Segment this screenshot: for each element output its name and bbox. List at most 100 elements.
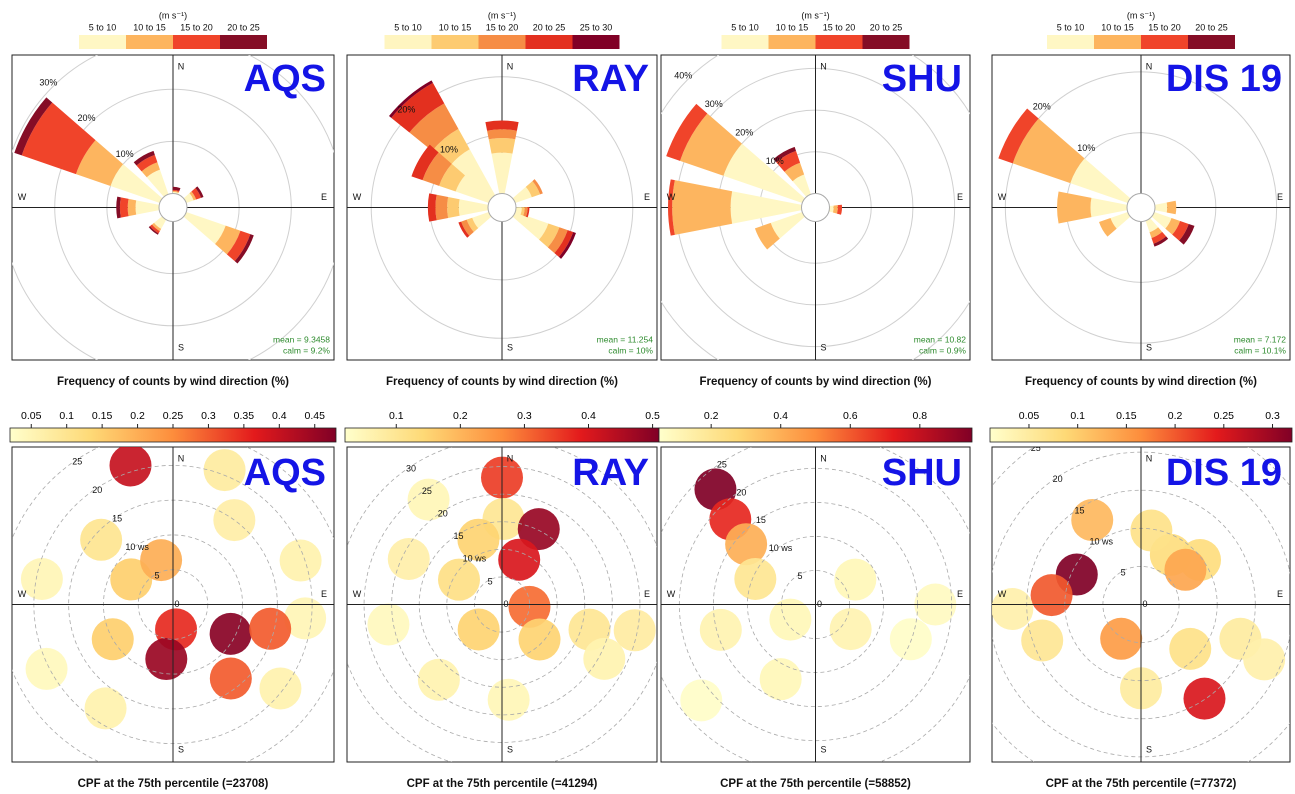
cpf-cell (829, 608, 872, 651)
plot-area: 10% 20% (992, 55, 1290, 360)
cpf-cell (834, 558, 877, 601)
legend-swatch (815, 35, 863, 49)
wedge (1179, 223, 1195, 245)
colorbar-tick-label: 0.25 (163, 410, 184, 422)
wedge (149, 224, 160, 234)
cpf-cell (259, 667, 302, 710)
colorbar-tick-label: 0.4 (581, 410, 596, 422)
wedge (172, 189, 180, 192)
wedge (119, 197, 129, 218)
plot-area: 0 5 10 ws 15 20 25 (992, 447, 1290, 762)
wedge (666, 103, 708, 161)
chart-title: Frequency of counts by wind direction (%… (386, 376, 618, 388)
site-label: DIS 19 (1166, 58, 1282, 100)
wedge (1154, 202, 1168, 213)
legend-swatch (525, 35, 573, 49)
legend-label: 15 to 20 (180, 22, 213, 32)
colorbar-tick-label: 0.2 (704, 410, 719, 422)
cpf-cell (769, 598, 812, 641)
cpf-cell (1071, 499, 1114, 542)
cpf-cell (80, 518, 123, 561)
ring-label: 0 (174, 599, 179, 609)
wedge (172, 190, 179, 193)
cpf-cell (680, 679, 723, 722)
compass-label: E (321, 192, 327, 202)
cpf-cell (518, 618, 561, 661)
cpf-cell (209, 657, 252, 700)
wedge (836, 204, 843, 215)
compass-label: E (957, 589, 963, 599)
compass-label: S (507, 744, 513, 754)
legend-swatch (431, 35, 479, 49)
wedge (1151, 212, 1172, 229)
wedge (458, 221, 470, 238)
plot-area: 10% 20% (347, 55, 657, 360)
ring-label: 30 (406, 463, 416, 473)
colorbar-tick-label: 0.3 (1265, 410, 1280, 422)
cpf-cell (1030, 574, 1073, 617)
compass-label: S (820, 342, 826, 352)
plot-area: 10% 20% 30% 40% (661, 55, 970, 360)
chart-title: CPF at the 75th percentile (=23708) (78, 778, 269, 790)
wedge (1070, 158, 1131, 203)
wedge (525, 207, 530, 218)
plot-area: 0 5 10 ws 15 20 25 30 (347, 447, 657, 762)
colorbar-tick-label: 0.15 (1116, 410, 1137, 422)
annotation: mean = 9.3458 (273, 334, 330, 344)
colorbar (658, 427, 973, 443)
ring-label: 10% (440, 144, 458, 154)
ring-label: 15 (756, 515, 766, 525)
wedge (447, 197, 460, 218)
wedge (512, 186, 532, 203)
wedge (668, 179, 675, 236)
ring-label: 25 (717, 459, 727, 469)
site-label: SHU (882, 452, 962, 494)
colorbar-tick-label: 0.1 (1070, 410, 1085, 422)
site-label: RAY (572, 58, 649, 100)
colorbar-tick-label: 0.2 (1168, 410, 1183, 422)
wedge (1153, 236, 1169, 247)
compass-label: E (644, 589, 650, 599)
cpf-cell (110, 558, 153, 601)
wedge (730, 191, 802, 224)
cpf-cell (387, 538, 430, 581)
colorbar-tick-label: 0.2 (130, 410, 145, 422)
wedge (183, 193, 194, 203)
compass-label: N (820, 61, 827, 71)
compass-label: N (1146, 61, 1153, 71)
site-label: AQS (244, 452, 326, 494)
annotation: mean = 11.254 (597, 334, 654, 344)
wedge (172, 186, 181, 192)
wedge (226, 230, 251, 262)
compass-label: E (644, 192, 650, 202)
legend-title: (m s⁻¹) (801, 10, 829, 20)
wedge (679, 113, 742, 176)
compass-label: E (1277, 192, 1283, 202)
cpf-cell (699, 608, 742, 651)
legend-label: 15 to 20 (486, 22, 519, 32)
compass-label: S (1146, 342, 1152, 352)
legend-title: (m s⁻¹) (159, 10, 187, 20)
cpf-cell (1183, 677, 1226, 720)
ring-label: 5 (488, 576, 493, 586)
wedge (135, 200, 160, 215)
legend-swatch (79, 35, 126, 49)
compass-label: W (353, 192, 362, 202)
wedge (110, 164, 163, 203)
wedge (455, 175, 492, 203)
wedge (1172, 220, 1189, 241)
legend-label: 5 to 10 (89, 22, 117, 32)
colorbar (9, 427, 337, 443)
legend-swatch (1141, 35, 1188, 49)
ring-label: 20% (397, 105, 415, 115)
wedge (512, 212, 549, 240)
cpf-cell (417, 658, 460, 701)
wedge (558, 232, 576, 259)
legend-swatch (1188, 35, 1235, 49)
ring-label: 30% (39, 78, 57, 88)
cpf-cell (457, 608, 500, 651)
chart-title: Frequency of counts by wind direction (%… (57, 376, 289, 388)
legend-label: 10 to 15 (1101, 22, 1134, 32)
compass-label: W (998, 589, 1007, 599)
wedge (1099, 217, 1117, 237)
